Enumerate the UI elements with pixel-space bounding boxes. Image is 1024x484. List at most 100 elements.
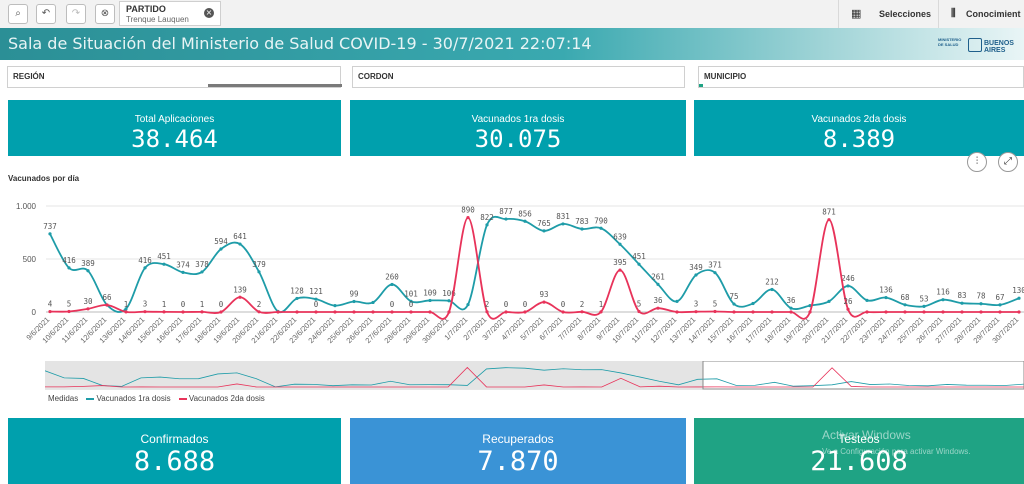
data-label: 109 (423, 288, 437, 297)
step-forward-icon[interactable]: ↷ (66, 4, 86, 24)
kpi-recuperados: Recuperados 7.870 (350, 418, 686, 484)
data-point (504, 310, 508, 314)
data-label: 0 (390, 300, 395, 309)
data-point (770, 287, 774, 292)
data-point (732, 302, 736, 306)
data-point (884, 310, 888, 314)
data-label: 790 (594, 216, 608, 225)
line-chart[interactable]: 05001.0009/6/202110/6/202111/6/202112/6/… (0, 196, 1024, 356)
data-label: 0 (219, 300, 224, 309)
kpi-value: 8.688 (133, 446, 216, 477)
data-point (713, 271, 717, 275)
data-point (713, 309, 717, 314)
minimap-series-1 (45, 367, 1024, 388)
insights-icon: ⫼ (951, 8, 956, 19)
data-point (656, 282, 660, 286)
ministry-logo: MINISTERIO DE SALUD BUENOS AIRES (938, 36, 1022, 54)
y-tick-label: 1.000 (16, 202, 37, 211)
data-point (314, 297, 318, 301)
data-point (637, 309, 641, 314)
data-point (86, 307, 90, 311)
legend-title: Medidas (48, 394, 79, 403)
data-label: 2 (485, 300, 490, 309)
data-label: 641 (233, 232, 247, 241)
data-point (1017, 310, 1021, 314)
data-label: 0 (504, 300, 509, 309)
data-point (86, 269, 90, 273)
municipio-filter[interactable]: MUNICIPIO (698, 66, 1024, 88)
smart-search-icon[interactable]: ⌕ (8, 4, 28, 24)
data-point (580, 227, 584, 231)
data-label: 130 (1012, 286, 1024, 295)
data-label: 0 (314, 300, 319, 309)
data-point (922, 310, 926, 314)
data-point (599, 310, 603, 314)
data-point (903, 303, 907, 307)
data-label: 5 (637, 299, 642, 308)
province-seal-icon (968, 38, 982, 52)
data-point (903, 310, 907, 314)
data-point (238, 295, 242, 299)
insights-button[interactable]: ⫼ Conocimient (938, 0, 1024, 28)
data-point (485, 310, 489, 314)
step-back-icon[interactable]: ↶ (36, 4, 56, 24)
cordon-filter-label: CORDON (358, 72, 394, 81)
exploration-menu-icon[interactable]: ⫶ (967, 152, 987, 172)
chart-title: Vacunados por día (8, 174, 80, 183)
data-point (485, 223, 489, 227)
data-point (67, 266, 71, 270)
data-point (219, 247, 223, 251)
chip-close-icon[interactable]: × (204, 8, 214, 18)
fullscreen-icon[interactable]: ⤢ (998, 152, 1018, 172)
kpi-value: 38.464 (131, 125, 218, 153)
data-point (257, 270, 261, 274)
kpi-value: 8.389 (822, 125, 896, 153)
data-point (143, 310, 147, 314)
kpi-total-aplicaciones: Total Aplicaciones 38.464 (8, 100, 341, 156)
data-point (656, 306, 660, 310)
data-point (162, 262, 166, 266)
kpi-label: Confirmados (140, 432, 209, 446)
data-point (561, 310, 565, 314)
data-label: 83 (957, 291, 966, 300)
data-point (675, 299, 679, 303)
data-label: 136 (879, 286, 893, 295)
data-point (960, 310, 964, 314)
data-label: 106 (442, 289, 456, 298)
data-label: 395 (613, 258, 627, 267)
cordon-filter[interactable]: CORDON (352, 66, 685, 88)
series-line-1 (49, 215, 1020, 314)
data-label: 3 (694, 300, 699, 309)
data-point (352, 299, 356, 304)
data-point (618, 268, 622, 272)
partido-selection-chip[interactable]: PARTIDO Trenque Lauquen × (119, 1, 221, 26)
grid-icon: ▦ (851, 7, 862, 20)
data-label: 116 (936, 288, 950, 297)
data-point (124, 307, 128, 311)
data-label: 1 (162, 300, 167, 309)
data-point (770, 310, 774, 314)
data-point (979, 302, 983, 306)
selections-button[interactable]: ▦ Selecciones (838, 0, 938, 28)
data-point (751, 310, 755, 314)
data-label: 822 (480, 213, 494, 222)
kpi-value: 21.608 (810, 446, 908, 477)
data-point (48, 309, 52, 314)
kpi-vacunados-2da: Vacunados 2da dosis 8.389 (694, 100, 1024, 156)
chart-minimap-scrollbar[interactable] (45, 361, 1024, 391)
clear-selections-icon[interactable]: ⊗ (95, 4, 115, 24)
data-point (960, 301, 964, 305)
data-point (523, 310, 527, 314)
data-label: 261 (651, 272, 665, 281)
chart-legend: Medidas Vacunados 1ra dosis Vacunados 2d… (48, 394, 265, 403)
data-point (694, 273, 698, 277)
region-filter-bar (208, 84, 342, 87)
data-point (941, 298, 945, 302)
data-point (732, 310, 736, 314)
data-point (295, 296, 299, 301)
data-label: 765 (537, 219, 551, 228)
data-point (808, 310, 812, 314)
logo-province-text: BUENOS AIRES (984, 40, 1014, 54)
data-label: 4 (48, 300, 53, 309)
region-filter[interactable]: REGIÓN (7, 66, 342, 88)
